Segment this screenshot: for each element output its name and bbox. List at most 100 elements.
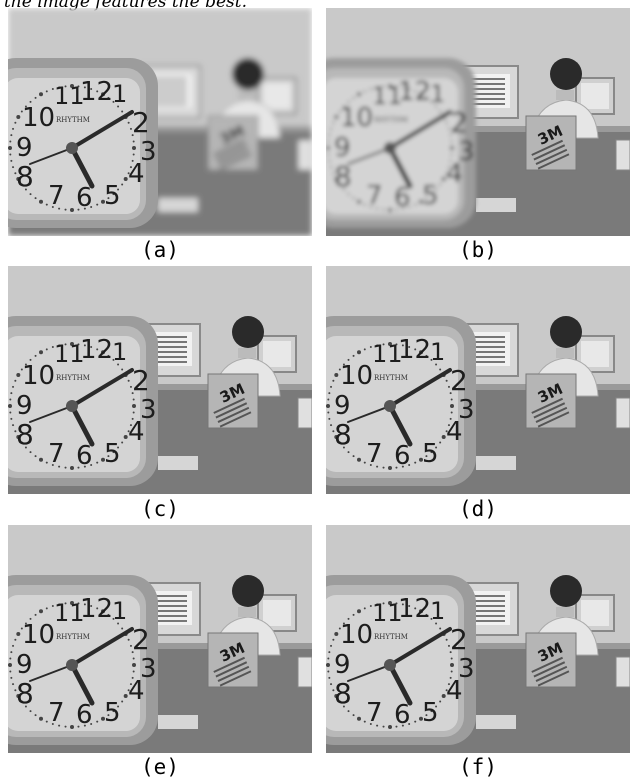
image-panel-f: 3M 11 12 1 10 2 9 3 8 4 7 6 5 RHYTHM xyxy=(326,525,630,753)
image-panel-e: 3M 11 12 1 10 2 9 3 8 4 7 6 5 RHYTHM xyxy=(8,525,312,753)
clock-numeral: 3 xyxy=(140,654,157,684)
hour-hand xyxy=(387,145,413,189)
clock-numeral: 11 xyxy=(372,340,403,368)
clock-numeral: 1 xyxy=(430,80,445,108)
clock-numeral: 8 xyxy=(16,677,34,710)
hour-hand xyxy=(69,403,95,447)
panel-label-d: (d) xyxy=(459,497,497,521)
clock-numeral: 2 xyxy=(450,364,468,397)
clock-numeral: 3 xyxy=(140,137,157,167)
clock-numeral: 8 xyxy=(334,160,352,193)
clock-numeral: 5 xyxy=(104,439,121,469)
clock-numeral: 11 xyxy=(54,340,85,368)
clock-numeral: 11 xyxy=(54,599,85,627)
image-panel-b: 3M 11 12 1 10 2 9 3 8 4 7 6 5 RHYTHM xyxy=(326,8,630,236)
clock-numeral: 2 xyxy=(132,364,150,397)
clock-numeral: 3 xyxy=(458,395,475,425)
clock-numeral: 12 xyxy=(398,77,431,107)
clock-numeral: 12 xyxy=(80,77,113,107)
clock-numeral: 6 xyxy=(76,700,93,730)
clock-numeral: 3 xyxy=(458,654,475,684)
clock-numeral: 1 xyxy=(112,80,127,108)
clock-numeral: 8 xyxy=(334,677,352,710)
clock-numeral: 5 xyxy=(422,698,439,728)
clock-numeral: 12 xyxy=(80,594,113,624)
clock-numeral: 6 xyxy=(394,441,411,471)
clock-numeral: 12 xyxy=(398,594,431,624)
clock-numeral: 2 xyxy=(132,106,150,139)
clock-numeral: 9 xyxy=(334,133,351,163)
panel-label-a: (a) xyxy=(141,238,179,262)
clock-numeral: 10 xyxy=(340,361,373,391)
clock-numeral: 12 xyxy=(80,335,113,365)
clock-numeral: 2 xyxy=(450,623,468,656)
clock-numeral: 9 xyxy=(16,650,33,680)
clock-numeral: 5 xyxy=(104,698,121,728)
clock-numeral: 5 xyxy=(422,181,439,211)
clock-brand: RHYTHM xyxy=(374,116,408,124)
clock-numeral: 6 xyxy=(76,183,93,213)
clock-numeral: 4 xyxy=(446,676,463,706)
panel-label-f: (f) xyxy=(459,755,497,779)
clock-numeral: 4 xyxy=(128,159,145,189)
second-hand xyxy=(347,664,391,682)
second-hand xyxy=(347,405,391,423)
clock-numeral: 12 xyxy=(398,335,431,365)
clock-numeral: 2 xyxy=(450,106,468,139)
clock-numeral: 8 xyxy=(16,418,34,451)
clock-numeral: 11 xyxy=(54,82,85,110)
second-hand xyxy=(347,147,391,165)
minute-hand xyxy=(388,627,452,667)
minute-hand xyxy=(388,368,452,408)
clock-brand: RHYTHM xyxy=(56,116,90,124)
clock-numeral: 4 xyxy=(446,159,463,189)
clock-numeral: 7 xyxy=(48,439,65,469)
clock-numeral: 6 xyxy=(394,183,411,213)
clock-numeral: 7 xyxy=(366,181,383,211)
clock-numeral: 6 xyxy=(76,441,93,471)
clock-numeral: 5 xyxy=(422,439,439,469)
image-panel-c: 3M 11 12 1 10 2 9 3 8 4 7 6 5 RHYTHM xyxy=(8,266,312,494)
clock-numeral: 9 xyxy=(334,391,351,421)
clock-numeral: 6 xyxy=(394,700,411,730)
minute-hand xyxy=(70,627,134,667)
panel-label-e: (e) xyxy=(141,755,179,779)
clock-numeral: 9 xyxy=(16,133,33,163)
clock-numeral: 5 xyxy=(104,181,121,211)
image-panel-a: 3M 11 12 1 10 2 9 3 8 4 7 6 5 RHYTHM xyxy=(8,8,312,236)
clock-brand: RHYTHM xyxy=(56,374,90,382)
clock-numeral: 10 xyxy=(340,620,373,650)
panel-label-c: (c) xyxy=(141,497,179,521)
clock-numeral: 7 xyxy=(366,698,383,728)
panel-label-b: (b) xyxy=(459,238,497,262)
clock-numeral: 8 xyxy=(16,160,34,193)
clock-numeral: 1 xyxy=(112,338,127,366)
hour-hand xyxy=(387,662,413,706)
hour-hand xyxy=(387,403,413,447)
clock-numeral: 11 xyxy=(372,82,403,110)
clock-numeral: 9 xyxy=(16,391,33,421)
clock-numeral: 1 xyxy=(430,597,445,625)
minute-hand xyxy=(388,110,452,150)
clock-brand: RHYTHM xyxy=(56,633,90,641)
minute-hand xyxy=(70,110,134,150)
clock-brand: RHYTHM xyxy=(374,374,408,382)
clock-numeral: 10 xyxy=(340,103,373,133)
hour-hand xyxy=(69,662,95,706)
second-hand xyxy=(29,405,73,423)
clock-numeral: 7 xyxy=(48,698,65,728)
clock-numeral: 10 xyxy=(22,620,55,650)
clock-numeral: 2 xyxy=(132,623,150,656)
clock-numeral: 4 xyxy=(128,676,145,706)
image-panel-d: 3M 11 12 1 10 2 9 3 8 4 7 6 5 RHYTHM xyxy=(326,266,630,494)
clock-numeral: 11 xyxy=(372,599,403,627)
clock-numeral: 10 xyxy=(22,361,55,391)
clock-numeral: 3 xyxy=(140,395,157,425)
background-scene: 3M xyxy=(8,525,312,753)
